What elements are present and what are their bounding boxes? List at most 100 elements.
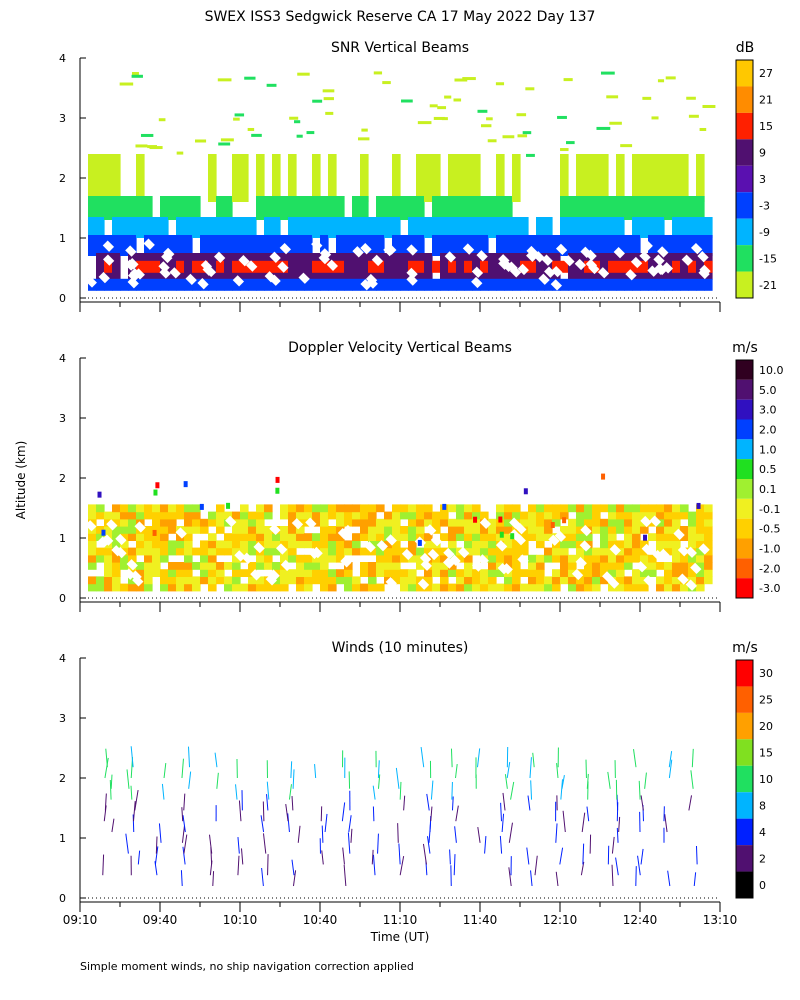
velocity-cell xyxy=(704,569,713,577)
velocity-cell xyxy=(440,511,449,520)
velocity-cell xyxy=(224,547,233,556)
wind-barb xyxy=(109,779,112,800)
velocity-cell xyxy=(616,526,625,534)
velocity-cell xyxy=(568,533,577,541)
snr-cell xyxy=(112,196,121,220)
snr-cell xyxy=(336,217,345,238)
wind-barb xyxy=(611,864,614,887)
snr-cell xyxy=(495,82,505,86)
velocity-cell xyxy=(336,540,345,549)
velocity-cell xyxy=(664,504,673,513)
wind-barb xyxy=(182,815,186,833)
velocity-cell xyxy=(288,576,297,585)
velocity-cell xyxy=(96,583,105,592)
wind-barb xyxy=(668,751,673,768)
velocity-cell xyxy=(104,511,113,520)
velocity-cell xyxy=(288,540,297,549)
velocity-cell xyxy=(392,569,401,577)
velocity-cell xyxy=(640,583,649,592)
snr-cell xyxy=(424,253,433,280)
velocity-cell xyxy=(344,504,353,513)
snr-cell xyxy=(384,196,393,220)
velocity-cell xyxy=(562,517,567,524)
snr-cell xyxy=(424,278,433,291)
velocity-cell xyxy=(440,547,449,556)
velocity-cell xyxy=(184,540,193,549)
snr-cell xyxy=(352,196,361,220)
snr-cell xyxy=(240,260,249,273)
snr-cell xyxy=(480,278,489,291)
snr-cell xyxy=(320,196,329,220)
gap-cell xyxy=(517,554,529,566)
snr-cell xyxy=(648,217,657,238)
snr-cell xyxy=(288,154,297,202)
snr-cell xyxy=(288,253,297,280)
snr-cell xyxy=(632,154,641,202)
velocity-cell xyxy=(240,504,249,513)
velocity-cell xyxy=(280,540,289,549)
colorbar-label: 3 xyxy=(759,173,766,186)
velocity-cell xyxy=(464,533,473,541)
velocity-cell xyxy=(696,576,705,585)
velocity-cell xyxy=(144,504,153,513)
velocity-cell xyxy=(520,583,529,592)
velocity-cell xyxy=(552,518,561,527)
snr-cell xyxy=(280,278,289,291)
velocity-cell xyxy=(120,583,129,592)
gap-cell xyxy=(630,256,643,269)
velocity-cell xyxy=(480,576,489,585)
wind-barb xyxy=(532,752,535,768)
gap-cell xyxy=(588,262,600,275)
velocity-cell xyxy=(512,562,521,570)
gap-cell xyxy=(602,571,614,583)
snr-cell xyxy=(96,278,105,291)
snr-cell xyxy=(632,217,641,238)
gap-cell xyxy=(85,520,97,532)
wind-barb xyxy=(262,801,265,822)
snr-cell xyxy=(528,235,537,256)
gap-cell xyxy=(269,523,281,536)
wind-barb xyxy=(292,769,295,789)
snr-cell xyxy=(360,253,369,280)
velocity-cell xyxy=(664,511,673,520)
snr-cell xyxy=(306,131,315,135)
velocity-cell xyxy=(183,481,188,488)
gap-cell xyxy=(385,576,397,589)
snr-cell xyxy=(504,217,513,238)
snr-cell xyxy=(357,137,370,141)
velocity-cell xyxy=(592,576,601,585)
velocity-cell xyxy=(488,583,497,592)
velocity-cell xyxy=(288,511,297,520)
velocity-cell xyxy=(104,526,113,534)
velocity-cell xyxy=(320,518,329,527)
y-tick-label: 1 xyxy=(59,532,66,545)
snr-cell xyxy=(560,148,569,152)
velocity-cell xyxy=(368,569,377,577)
gap-cell xyxy=(298,272,310,284)
snr-cell xyxy=(408,260,417,273)
gap-cell xyxy=(538,273,550,285)
wind-barb xyxy=(420,746,425,768)
snr-cell xyxy=(688,278,697,291)
snr-cell xyxy=(208,253,217,280)
velocity-cell xyxy=(624,504,633,513)
snr-cell xyxy=(609,121,622,125)
snr-cell xyxy=(642,96,652,100)
velocity-cell xyxy=(424,547,433,556)
snr-cell xyxy=(592,235,601,256)
colorbar-swatch xyxy=(736,871,753,898)
wind-barb xyxy=(262,833,267,854)
panel-title: SNR Vertical Beams xyxy=(331,40,469,56)
wind-barb xyxy=(372,785,376,800)
velocity-cell xyxy=(616,547,625,556)
velocity-cell xyxy=(600,576,609,585)
snr-cell xyxy=(520,217,529,238)
snr-cell xyxy=(176,260,185,273)
gap-cell xyxy=(430,535,443,547)
colorbar-swatch xyxy=(736,818,753,846)
snr-cell xyxy=(656,196,665,220)
wind-barb xyxy=(640,795,644,811)
gap-cell xyxy=(479,517,492,529)
velocity-cell xyxy=(417,539,422,546)
snr-cell xyxy=(264,260,273,273)
